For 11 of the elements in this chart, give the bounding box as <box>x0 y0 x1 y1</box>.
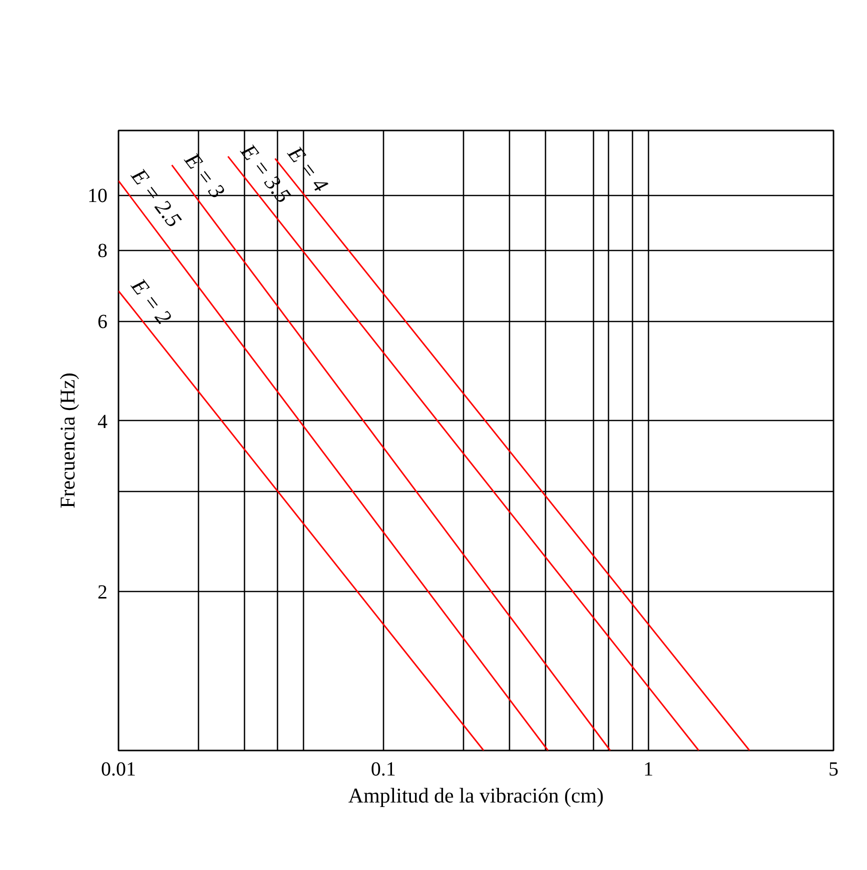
x-tick-label: 5 <box>828 758 838 780</box>
y-tick-label: 8 <box>98 240 108 262</box>
y-tick-label: 10 <box>88 185 108 208</box>
y-tick-label: 6 <box>98 311 108 334</box>
x-tick-label: 1 <box>643 758 654 780</box>
x-axis-title: Amplitud de la vibración (cm) <box>348 784 604 808</box>
x-tick-label: 0.01 <box>101 758 136 780</box>
y-axis-title: Frecuencia (Hz) <box>56 372 80 508</box>
y-tick-label: 4 <box>98 410 108 433</box>
y-tick-label: 2 <box>98 582 108 604</box>
x-tick-label: 0.1 <box>370 758 396 780</box>
